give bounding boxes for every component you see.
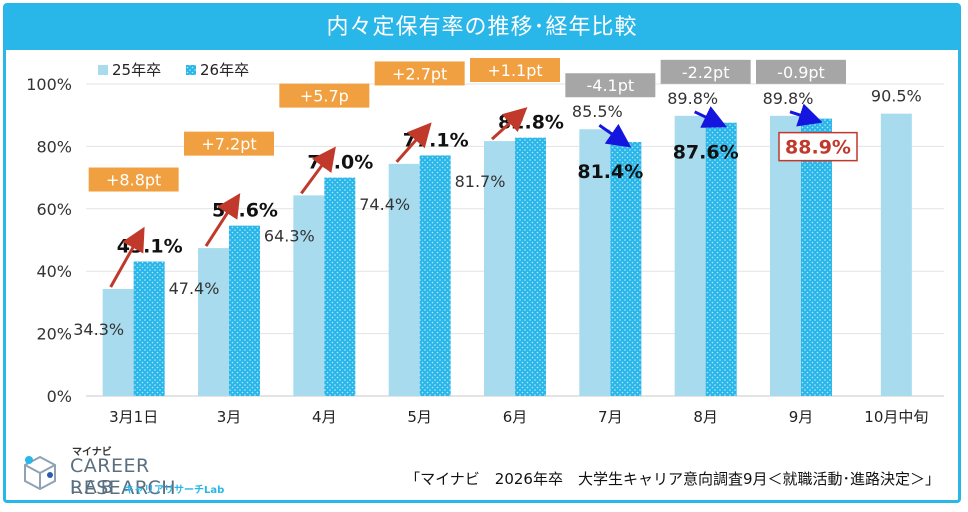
bar-26	[801, 118, 832, 396]
arrow-up	[109, 226, 145, 288]
difference-label: +7.2pt	[201, 135, 256, 154]
y-tick-label: 40%	[36, 262, 72, 281]
y-tick-label: 0%	[47, 387, 72, 406]
bar-26	[515, 137, 546, 396]
data-label-26: 81.4%	[577, 161, 643, 183]
bar-chart: 0% 20% 40% 60% 80% 100% 34.3% 43.1% +8.8pt 47.4%…	[26, 58, 944, 426]
data-label-26: 77.1%	[403, 129, 469, 151]
arrow-down	[598, 123, 632, 148]
legend-swatch-25	[98, 65, 108, 75]
x-tick-label: 8月	[693, 408, 718, 426]
arrow-up	[395, 122, 432, 163]
legend: 25年卒 26年卒	[98, 61, 249, 79]
arrow-down	[694, 106, 728, 128]
x-tick-label: 6月	[503, 408, 528, 426]
data-label-25: 89.8%	[763, 89, 814, 108]
data-label-26: 43.1%	[117, 236, 183, 258]
bar-25	[770, 115, 801, 396]
bar-25	[579, 129, 611, 396]
bar-25	[198, 248, 229, 396]
data-label-26: 82.8%	[498, 112, 564, 134]
legend-swatch-26	[186, 65, 196, 75]
bar-25	[102, 288, 134, 396]
logo-brand-text: マイナビ	[72, 447, 112, 458]
difference-badge	[660, 59, 751, 84]
arrow-up	[300, 146, 336, 195]
chart-title: 内々定保有率の推移･経年比較	[6, 6, 958, 50]
data-label-25: 47.4%	[169, 279, 220, 298]
bar-26	[705, 122, 737, 397]
y-tick-label: 100%	[26, 75, 72, 94]
logo-kana-text: キャリアリサーチLab	[124, 485, 225, 496]
bar-26	[133, 261, 165, 396]
logo-lab-text: LAB	[70, 477, 118, 498]
difference-badge	[279, 83, 370, 108]
difference-label: +5.7p	[300, 87, 349, 106]
data-label-25: 90.5%	[871, 87, 922, 106]
x-tick-label: 10月中旬	[864, 408, 928, 426]
x-tick-label: 4月	[312, 408, 337, 426]
difference-badge	[374, 61, 465, 86]
data-label-25: 64.3%	[264, 226, 315, 245]
chart-frame: 内々定保有率の推移･経年比較 0% 20% 40% 60% 80% 100% 34.3% 4…	[3, 3, 961, 503]
difference-badge	[470, 58, 560, 82]
x-axis: 3月1日 3月 4月 5月 6月 7月 8月 9月 10月中旬	[109, 408, 928, 426]
y-axis: 0% 20% 40% 60% 80% 100%	[26, 75, 72, 406]
data-label-26: 54.6%	[212, 200, 278, 222]
difference-badge	[565, 73, 656, 98]
logo-main-text: CAREER RESEARCH	[70, 455, 177, 499]
x-tick-label: 3月	[217, 408, 242, 426]
difference-label: +1.1pt	[487, 61, 542, 80]
bar-25	[674, 115, 706, 396]
data-label-25: 89.8%	[667, 89, 718, 108]
y-tick-label: 20%	[36, 325, 72, 344]
bar-25	[293, 195, 325, 396]
arrow-down	[789, 103, 823, 127]
arrow-up	[204, 193, 241, 247]
bar-25	[484, 141, 515, 396]
x-tick-label: 7月	[598, 408, 623, 426]
legend-label-26: 26年卒	[200, 61, 249, 79]
annotations: 34.3%43.1%+8.8pt47.4%54.6%+7.2pt64.3%70.…	[73, 58, 922, 339]
difference-badge	[756, 59, 846, 84]
bar-26	[324, 177, 356, 396]
bar-26	[419, 155, 451, 396]
y-tick-label: 60%	[36, 200, 72, 219]
difference-label: +2.7pt	[392, 64, 447, 83]
difference-label: -4.1pt	[587, 76, 635, 95]
x-tick-label: 3月1日	[109, 408, 158, 426]
difference-label: -0.9pt	[777, 63, 825, 82]
bar-25	[880, 113, 912, 396]
data-label-25: 34.3%	[73, 320, 124, 339]
bar-26	[229, 225, 260, 396]
legend-label-25: 25年卒	[112, 61, 161, 79]
difference-label: +8.8pt	[106, 171, 161, 190]
x-tick-label: 5月	[407, 408, 432, 426]
career-research-lab-logo: マイナビ CAREER RESEARCH LAB キャリアリサーチLab	[20, 443, 260, 499]
bar-26	[610, 142, 642, 396]
difference-badge	[184, 131, 274, 156]
arrow-up	[490, 107, 528, 141]
data-label-26: 87.6%	[673, 142, 739, 164]
data-label-26: 88.9%	[785, 137, 851, 159]
difference-label: -2.2pt	[682, 63, 730, 82]
data-label-25: 81.7%	[455, 172, 506, 191]
difference-badge	[88, 167, 179, 192]
bar-25	[388, 163, 420, 396]
y-tick-label: 80%	[36, 137, 72, 156]
data-label-25: 85.5%	[572, 102, 623, 121]
bars	[102, 113, 912, 397]
data-label-25: 74.4%	[359, 195, 410, 214]
source-note: 「マイナビ 2026年卒 大学生キャリア意向調査9月＜就職活動･進路決定＞」	[405, 470, 940, 488]
highlight-box	[778, 131, 858, 162]
x-tick-label: 9月	[789, 408, 814, 426]
cube-logo-icon	[24, 455, 56, 491]
